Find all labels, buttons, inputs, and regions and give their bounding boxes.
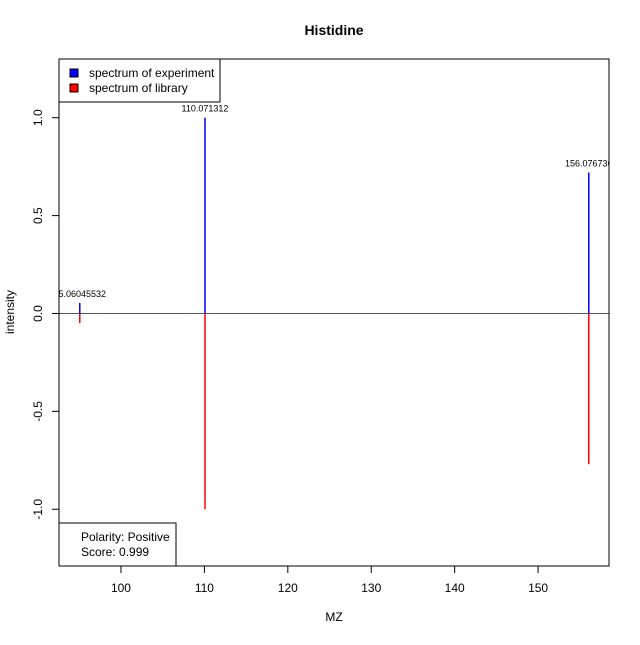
peak-label: 110.071312 (182, 104, 229, 114)
legend-label: spectrum of library (89, 81, 188, 95)
legend-label: spectrum of experiment (89, 66, 215, 80)
legend-swatch (69, 68, 79, 78)
y-axis-label: intensity (3, 290, 17, 334)
y-tick-label: -0.5 (31, 401, 45, 422)
peak-label: 156.076736 (565, 159, 613, 169)
x-tick-label: 120 (278, 581, 298, 595)
peak-label: 95.06045532 (53, 289, 106, 299)
x-tick-label: 140 (445, 581, 465, 595)
x-tick-label: 150 (528, 581, 548, 595)
x-tick-label: 130 (361, 581, 381, 595)
y-tick-label: 1.0 (31, 109, 45, 126)
legend-box (58, 58, 221, 103)
info-box: Polarity: Positive Score: 0.999 (58, 522, 177, 567)
x-tick-label: 110 (195, 581, 214, 595)
annotation: Score: 0.999 (81, 545, 149, 559)
legend: spectrum of experiment spectrum of libra… (58, 58, 221, 103)
info-box-frame (58, 522, 177, 567)
x-tick-label: 100 (111, 581, 131, 595)
y-tick-label: 0.5 (31, 207, 45, 224)
y-tick-label: -1.0 (31, 499, 45, 520)
legend-swatch (69, 83, 79, 93)
x-axis-label: MZ (325, 610, 342, 624)
annotation: Polarity: Positive (81, 530, 170, 544)
chart-title: Histidine (304, 22, 363, 38)
y-tick-label: 0.0 (31, 305, 45, 322)
marks: 95.06045532 110.071312 156.076736 (53, 104, 613, 510)
